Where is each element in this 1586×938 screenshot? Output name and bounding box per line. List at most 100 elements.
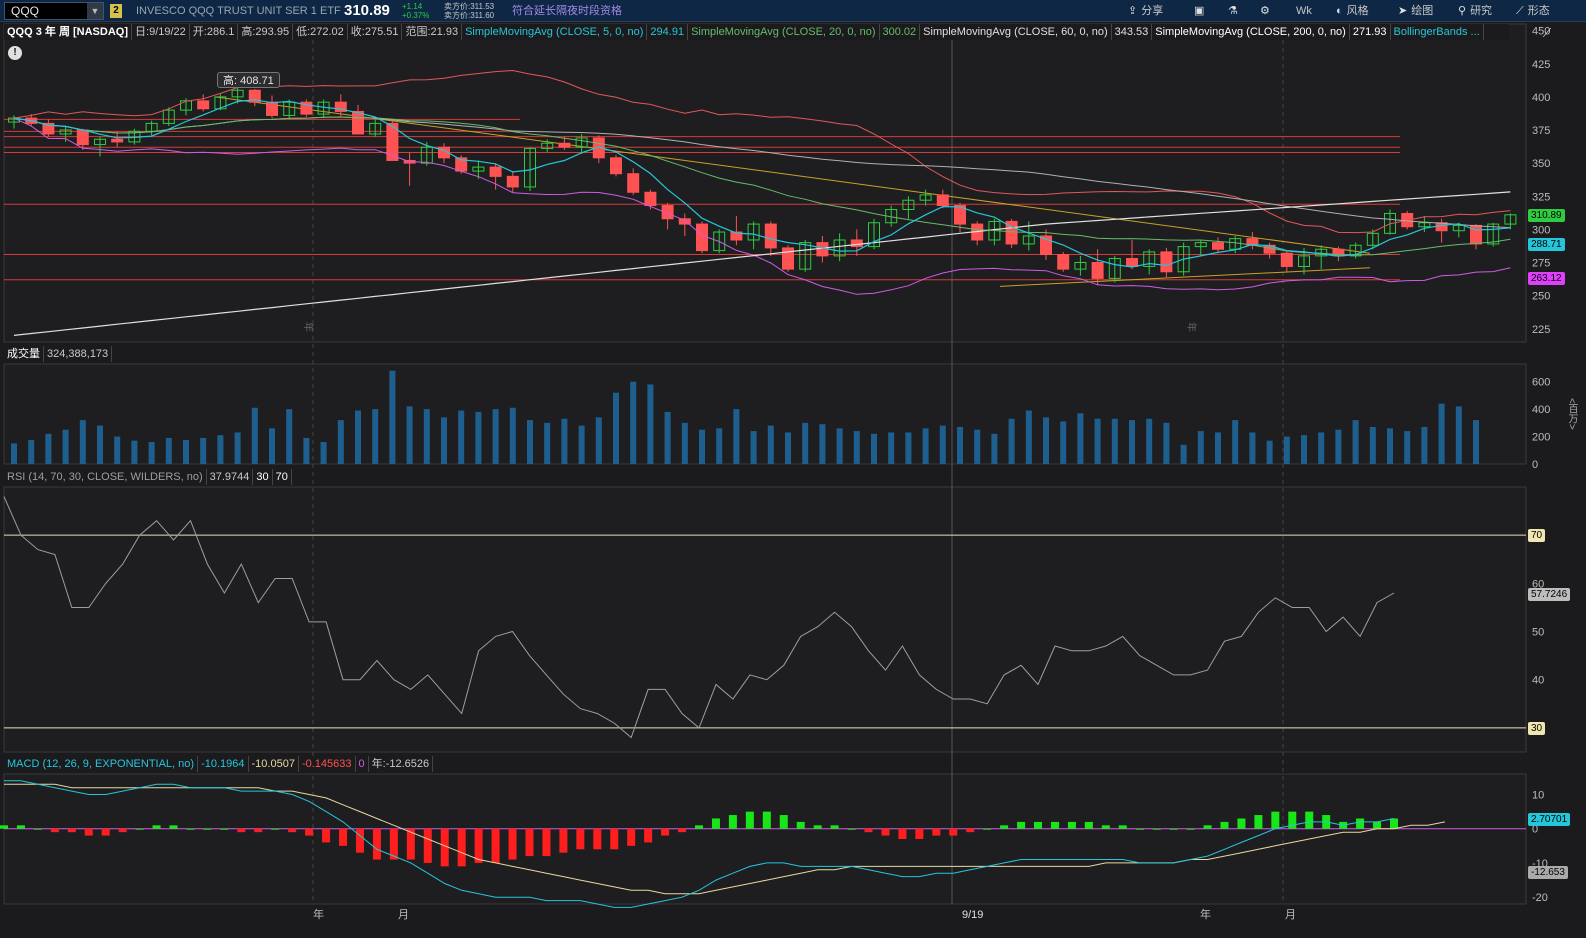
price-value-tag: 288.71 [1528, 238, 1565, 252]
rsi-pane[interactable] [3, 486, 1527, 753]
pattern-icon: ⟋ [1516, 5, 1524, 17]
period-marker: 年 [302, 322, 315, 332]
candle-body [1366, 232, 1379, 246]
macd-pane[interactable] [3, 773, 1527, 905]
volume-bar [888, 432, 895, 464]
bid-ask: 卖方价:311.53 卖方价:311.60 [444, 2, 494, 20]
volume-bar [45, 433, 52, 464]
price-tick-label: 225 [1532, 324, 1550, 336]
volume-bar [1025, 410, 1032, 464]
share-button[interactable]: ⇪ 分享 [1128, 5, 1164, 17]
price-tick-label: 300 [1532, 224, 1550, 236]
volume-bar [1421, 426, 1428, 464]
macd-zero-value: 0 [356, 756, 369, 772]
volume-bar [251, 407, 258, 464]
candle-body [833, 239, 846, 257]
macd-histogram-bar [203, 828, 212, 830]
macd-histogram-bar [593, 828, 602, 850]
candle-body [352, 110, 364, 135]
macd-histogram-bar [1000, 825, 1009, 829]
candle-body [162, 109, 175, 124]
candle-body [644, 191, 657, 207]
sma200-label[interactable]: SimpleMovingAvg (CLOSE, 200, 0, no) [1152, 24, 1350, 40]
macd-histogram-bar [169, 825, 178, 829]
symbol-description: INVESCO QQQ TRUST UNIT SER 1 ETF [136, 5, 341, 17]
candle-body [1177, 246, 1190, 273]
volume-bar [217, 435, 224, 464]
candle-body [919, 194, 932, 201]
macd-histogram-bar [1390, 818, 1398, 829]
sma5-line [13, 99, 1511, 268]
candle-body [489, 166, 502, 177]
sma20-label[interactable]: SimpleMovingAvg (CLOSE, 20, 0, no) [688, 24, 880, 40]
candle-body [506, 175, 519, 188]
timeframe-button[interactable]: Wk [1296, 5, 1312, 17]
style-button[interactable]: ◐ 风格 [1336, 5, 1369, 17]
studies-button[interactable]: ⚲ 研究 [1458, 5, 1493, 17]
time-label: 年 [313, 907, 324, 921]
sma60-label[interactable]: SimpleMovingAvg (CLOSE, 60, 0, no) [920, 24, 1112, 40]
macd-histogram-bar [406, 828, 415, 860]
price-tick-label: 250 [1532, 291, 1550, 303]
bollinger-lower-line [13, 117, 1511, 295]
macd-histogram-bar [491, 828, 500, 863]
sma5-label[interactable]: SimpleMovingAvg (CLOSE, 5, 0, no) [462, 24, 648, 40]
candle-body [369, 122, 382, 135]
macd-histogram-bar [695, 825, 703, 829]
macd-histogram-bar [1169, 828, 1178, 830]
extended-hours-link[interactable]: 符合延长隔夜时段资格 [512, 5, 622, 17]
price-change: +1.14 +0.37% [402, 2, 429, 20]
chart-canvas[interactable]: 4504254003753503253002752502256004002000… [0, 22, 1586, 938]
volume-bar [492, 409, 499, 464]
macd-histogram-bar [898, 828, 907, 839]
bid-price: 卖方价:311.53 [444, 2, 495, 11]
macd-histogram-bar [423, 828, 432, 863]
candle-body [764, 223, 777, 249]
trend-line [214, 96, 1371, 254]
candle-body [816, 242, 829, 257]
link-group-badge[interactable]: 2 [110, 4, 122, 18]
macd-histogram-bar [339, 828, 348, 846]
bollinger-label[interactable]: BollingerBands ... [1391, 24, 1484, 40]
volume-bar [1404, 431, 1411, 464]
alert-icon[interactable]: ! [8, 46, 22, 60]
candle-body [954, 205, 966, 225]
macd-label[interactable]: MACD (12, 26, 9, EXPONENTIAL, no) [4, 756, 199, 772]
volume-bar [303, 437, 310, 464]
sma200-line [13, 191, 1511, 336]
macd-histogram-bar [1017, 821, 1026, 829]
chevron-down-icon[interactable]: ▼ [87, 3, 103, 19]
symbol-input[interactable]: QQQ ▼ [4, 2, 104, 20]
screenshot-icon: ▣ [1194, 5, 1205, 17]
macd-value: -10.1964 [198, 756, 249, 772]
volume-bar [681, 422, 688, 464]
sma200-value: 271.93 [1350, 24, 1391, 40]
volume-bar [974, 429, 981, 464]
candle-body [1452, 224, 1465, 232]
candle-body [558, 142, 571, 148]
rsi-line [3, 496, 1526, 739]
volume-bar [1163, 422, 1170, 464]
drawing-tools-icon[interactable]: ⟋ [1542, 26, 1552, 40]
macd-histogram-bar [915, 828, 924, 839]
patterns-button[interactable]: ⟋ 形态 [1516, 5, 1550, 17]
candle-body [902, 199, 915, 211]
drawing-button[interactable]: ➤ 绘图 [1398, 5, 1434, 17]
rsi-path [3, 496, 1395, 739]
macd-histogram-bar [1084, 821, 1093, 829]
volume-bar [1438, 403, 1445, 464]
rsi-label[interactable]: RSI (14, 70, 30, CLOSE, WILDERS, no) [4, 469, 207, 485]
candle-body [936, 194, 949, 207]
volume-bar [1043, 417, 1049, 464]
volume-pane[interactable] [3, 363, 1527, 465]
volume-bar [664, 411, 671, 464]
macd-histogram-bar [644, 828, 653, 843]
settings-button[interactable]: ⚙ [1260, 0, 1274, 22]
volume-bar [1094, 418, 1101, 464]
macd-histogram-bar [745, 811, 754, 829]
flask-button[interactable]: ⚗ [1228, 0, 1242, 22]
last-price: 310.89 [344, 2, 390, 19]
screenshot-button[interactable]: ▣ [1194, 0, 1208, 22]
candle-body [850, 239, 863, 248]
volume-bar [1387, 428, 1393, 464]
